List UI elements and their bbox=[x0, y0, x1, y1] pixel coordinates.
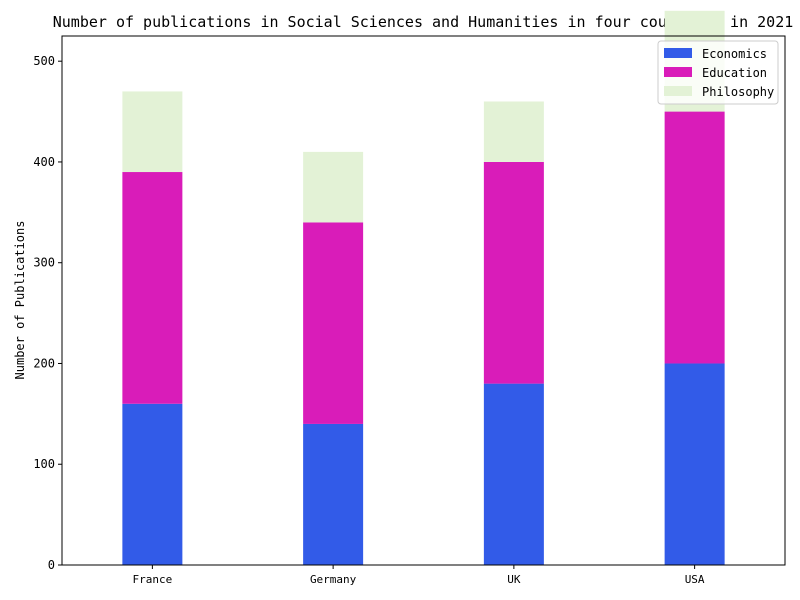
bar-philosophy-uk bbox=[483, 101, 544, 162]
legend: Economics Education Philosophy bbox=[657, 40, 779, 105]
x-tick-label-france: France bbox=[133, 573, 173, 586]
y-tick-label: 0 bbox=[48, 558, 55, 572]
y-tick-label: 300 bbox=[33, 256, 55, 270]
chart-title: Number of publications in Social Science… bbox=[53, 13, 794, 31]
x-tick-label-uk: UK bbox=[507, 573, 521, 586]
bar-education-usa bbox=[664, 111, 725, 364]
bar-education-uk bbox=[483, 161, 544, 384]
bar-education-germany bbox=[303, 222, 364, 424]
y-tick-label: 400 bbox=[33, 155, 55, 169]
bar-economics-germany bbox=[303, 423, 364, 565]
y-tick-label: 100 bbox=[33, 457, 55, 471]
x-tick-label-usa: USA bbox=[685, 573, 705, 586]
legend-label-economics: Economics bbox=[702, 47, 767, 61]
bar-economics-uk bbox=[483, 383, 544, 565]
plot-frame bbox=[61, 35, 786, 566]
legend-label-education: Education bbox=[702, 66, 767, 80]
bar-philosophy-france bbox=[122, 91, 183, 173]
bar-economics-france bbox=[122, 403, 183, 565]
legend-swatch-education bbox=[664, 67, 692, 77]
axes-group: 0 100 200 300 400 500 France Germany UK USA bbox=[33, 35, 786, 586]
legend-label-philosophy: Philosophy bbox=[702, 85, 774, 99]
y-tick-label: 200 bbox=[33, 356, 55, 370]
bar-economics-usa bbox=[664, 363, 725, 565]
bars-group bbox=[122, 10, 725, 565]
bar-education-france bbox=[122, 172, 183, 404]
x-tick-label-germany: Germany bbox=[310, 573, 357, 586]
y-axis-label: Number of Publications bbox=[13, 221, 27, 380]
bar-philosophy-germany bbox=[303, 151, 364, 223]
legend-swatch-economics bbox=[664, 48, 692, 58]
legend-swatch-philosophy bbox=[664, 86, 692, 96]
y-tick-label: 500 bbox=[33, 54, 55, 68]
